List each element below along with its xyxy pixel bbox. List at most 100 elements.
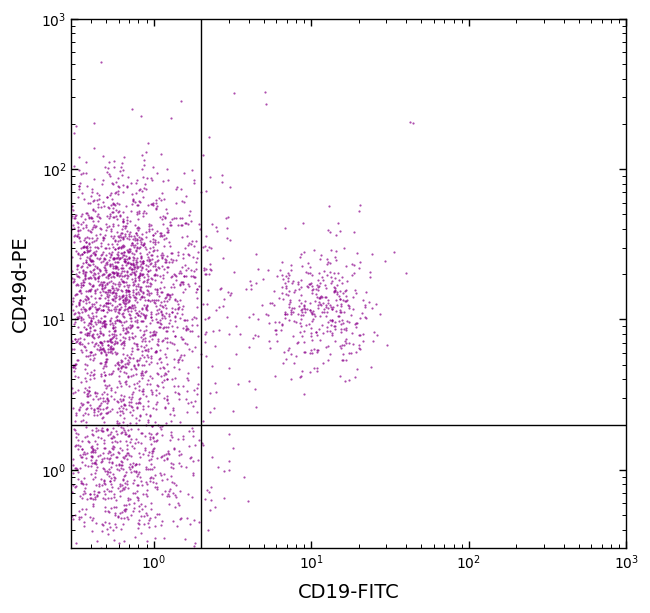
Point [127, 392, 137, 402]
Point [157, 287, 168, 297]
Point [325, 267, 335, 277]
Point [159, 213, 170, 223]
Point [110, 306, 120, 316]
Point [102, 336, 112, 346]
Point [106, 368, 116, 378]
Point [334, 275, 345, 285]
Point [73, 474, 84, 484]
Point [77, 478, 88, 487]
Point [90, 288, 100, 298]
Point [120, 302, 131, 311]
Point [287, 276, 298, 286]
Point [135, 284, 146, 294]
Point [91, 480, 101, 490]
Point [341, 261, 351, 271]
Point [66, 511, 77, 520]
Point [131, 178, 142, 188]
Point [186, 397, 196, 407]
Point [161, 370, 171, 379]
Point [315, 292, 325, 302]
Point [138, 360, 149, 370]
Point [114, 206, 124, 216]
Point [309, 245, 319, 255]
Point [118, 281, 129, 291]
Point [140, 302, 151, 312]
Point [125, 451, 136, 461]
Point [104, 255, 114, 265]
Point [101, 298, 111, 308]
Point [344, 349, 354, 359]
Point [83, 409, 93, 419]
Point [204, 172, 214, 181]
Point [317, 292, 328, 302]
Point [85, 245, 96, 255]
Point [175, 514, 185, 524]
Point [318, 359, 328, 368]
Point [140, 367, 150, 377]
Point [103, 395, 114, 405]
Point [94, 265, 105, 275]
Point [107, 268, 117, 278]
Point [169, 478, 179, 487]
Point [162, 227, 172, 237]
Point [137, 211, 148, 221]
Point [76, 289, 86, 299]
Point [85, 374, 96, 384]
Point [300, 306, 310, 316]
Point [194, 281, 204, 291]
Point [108, 211, 118, 221]
Point [147, 254, 157, 264]
Point [90, 274, 101, 284]
Point [99, 322, 110, 332]
Point [188, 456, 198, 466]
Point [111, 211, 121, 221]
Point [82, 328, 92, 338]
Point [284, 302, 294, 311]
Point [103, 164, 113, 173]
Point [229, 267, 240, 276]
Point [94, 267, 105, 276]
Point [261, 309, 271, 319]
Point [335, 286, 345, 295]
Point [155, 283, 165, 293]
Point [111, 495, 121, 505]
Point [123, 514, 133, 524]
Point [88, 222, 98, 232]
Point [285, 305, 296, 314]
Point [88, 281, 98, 291]
Point [150, 329, 160, 339]
Point [106, 305, 116, 315]
Point [121, 285, 131, 295]
Point [155, 213, 165, 223]
Point [167, 257, 177, 267]
Point [142, 256, 152, 265]
Point [187, 314, 198, 324]
Point [90, 458, 101, 468]
Point [162, 289, 172, 299]
Point [98, 249, 108, 259]
Point [111, 417, 122, 427]
Point [215, 284, 226, 294]
Point [153, 291, 164, 301]
Point [132, 471, 142, 481]
Point [146, 312, 156, 322]
Point [307, 309, 317, 319]
Point [329, 287, 339, 297]
Point [72, 225, 83, 235]
Point [144, 247, 155, 257]
Point [112, 382, 122, 392]
Point [70, 230, 81, 240]
Point [68, 277, 79, 287]
Point [94, 293, 104, 303]
Point [133, 518, 143, 528]
Point [83, 448, 93, 458]
Point [92, 403, 102, 413]
Point [307, 348, 317, 358]
Point [124, 430, 134, 440]
Point [118, 452, 129, 462]
Point [112, 199, 123, 208]
Point [295, 327, 306, 337]
Point [90, 304, 101, 314]
Point [119, 276, 129, 286]
Point [96, 344, 106, 354]
